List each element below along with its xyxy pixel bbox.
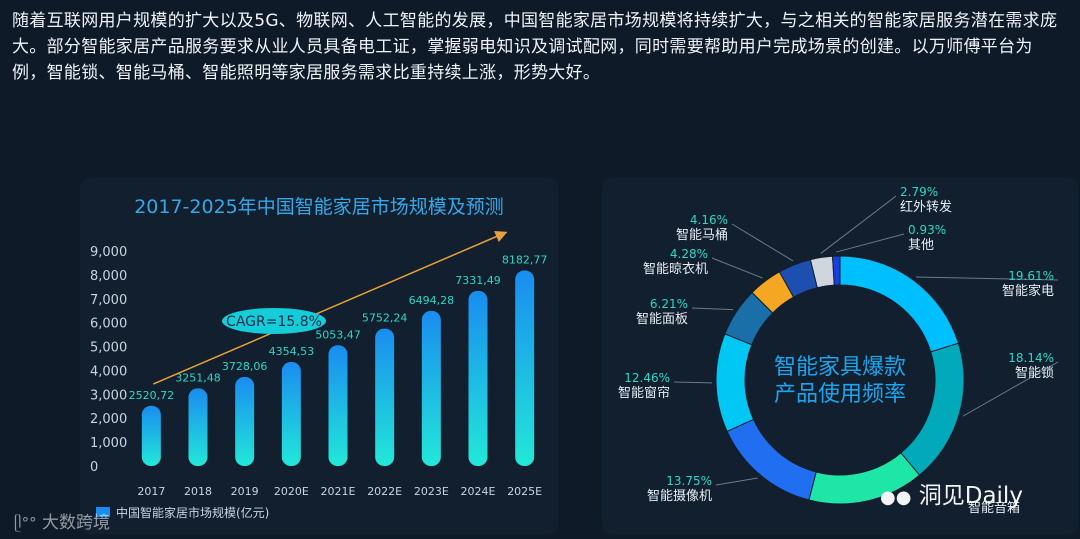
bar-2021E <box>328 345 348 466</box>
data-label: 4354,53 <box>269 345 315 358</box>
slice-label: 其他 <box>908 238 934 253</box>
bar-2023E <box>421 310 441 466</box>
cagr-badge <box>222 308 326 334</box>
x-tick-label: 2017 <box>137 485 165 498</box>
leader-line <box>836 233 905 253</box>
slice-pct: 4.16% <box>690 213 728 227</box>
bar-2018 <box>188 388 208 466</box>
slice-label: 智能窗帘 <box>618 385 670 401</box>
leader-line <box>715 477 758 486</box>
chart-title: 2017-2025年中国智能家居市场规模及预测 <box>134 196 504 218</box>
leader-line <box>673 381 713 384</box>
donut-center-text: 智能家具爆款 <box>774 355 906 380</box>
watermark-right: ●● 洞见Daily <box>880 476 1023 510</box>
slice-pct: 0.93% <box>908 223 946 237</box>
slice-pct: 6.21% <box>650 297 688 311</box>
leader-line <box>820 195 897 254</box>
slice-pct: 13.75% <box>666 474 712 488</box>
y-tick-label: 3,000 <box>90 388 127 403</box>
slice-label: 智能马桶 <box>676 228 728 243</box>
x-tick-label: 2021E <box>321 485 356 498</box>
market-size-chart-panel: 2017-2025年中国智能家居市场规模及预测 0 1,000 2,000 3,000… <box>80 178 558 534</box>
donut-center-text: 产品使用频率 <box>774 382 906 407</box>
watermark-left-text: 大数跨境 <box>41 513 110 533</box>
slice-智能窗帘 <box>715 333 755 432</box>
slice-label: 智能音箱 <box>968 500 1020 516</box>
watermark-left: ᥫ°° 大数跨境 <box>14 508 110 533</box>
slice-pct: 12.46% <box>624 371 670 385</box>
x-tick-label: 2020E <box>274 485 309 498</box>
y-tick-label: 9,000 <box>90 245 127 260</box>
slice-智能家电 <box>839 255 960 353</box>
slice-pct: 19.61% <box>1008 269 1054 283</box>
legend-label: 中国智能家居市场规模(亿元) <box>116 505 269 520</box>
leader-line <box>711 257 763 279</box>
data-label: 5053,47 <box>315 328 361 341</box>
trend-arrow <box>153 231 508 385</box>
slice-其他 <box>832 255 841 286</box>
slice-label: 智能摄像机 <box>647 489 712 504</box>
wechat-icon: ●● <box>880 487 912 508</box>
leader-line <box>962 361 1059 417</box>
bar-2019 <box>235 376 255 466</box>
y-tick-label: 0 <box>90 460 98 475</box>
legend-swatch <box>96 507 110 517</box>
y-tick-label: 7,000 <box>90 293 127 308</box>
y-tick-label: 8,000 <box>90 269 127 284</box>
leader-line <box>691 307 734 311</box>
data-label: 6494,28 <box>409 294 455 307</box>
bar-2022E <box>375 328 395 466</box>
slice-label: 智能面板 <box>636 312 688 327</box>
bar-2024E <box>468 290 488 466</box>
y-tick-label: 1,000 <box>90 436 127 451</box>
bar-2020E <box>281 361 301 466</box>
data-label: 8182,77 <box>502 254 547 267</box>
market-size-bar-chart: 0 1,000 2,000 3,000 4,000 5,000 6,000 7,000 8,00… <box>90 231 547 520</box>
y-tick-label: 2,000 <box>90 412 127 427</box>
x-tick-label: 2024E <box>461 485 496 498</box>
watermark-right-text: 洞见Daily <box>918 483 1023 509</box>
slice-pct: 18.14% <box>1008 351 1054 365</box>
x-tick-label: 2022E <box>367 485 402 498</box>
slice-label: 智能晾衣机 <box>643 261 708 277</box>
bar-2025E <box>515 270 535 466</box>
leader-line <box>731 223 794 262</box>
cagr-annotation: CAGR=15.8% <box>226 314 322 330</box>
logo-icon: ᥫ°° <box>14 514 37 532</box>
x-tick-label: 2019 <box>231 485 259 498</box>
slice-pct: 2.79% <box>900 185 938 199</box>
x-tick-label: 2018 <box>184 485 212 498</box>
slice-智能摄像机 <box>726 418 817 501</box>
x-tick-label: 2025E <box>507 485 542 498</box>
data-label: 2520,72 <box>129 389 175 402</box>
data-label: 3251,48 <box>175 371 221 384</box>
slice-label: 智能家电 <box>1002 283 1054 299</box>
y-tick-label: 4,000 <box>90 364 127 379</box>
product-frequency-chart-panel: 19.61% 智能家电 18.14% 智能锁智能音箱 13.75% 智能摄像机 12.46%… <box>602 178 1078 534</box>
bar-2017 <box>141 405 161 466</box>
slice-pct: 4.28% <box>670 247 708 261</box>
y-tick-label: 6,000 <box>90 317 127 332</box>
slice-label: 红外转发 <box>900 199 952 215</box>
data-label: 7331,49 <box>455 274 501 287</box>
data-label: 3728,06 <box>222 360 268 373</box>
slice-智能锁 <box>900 342 965 476</box>
intro-paragraph: 随着互联网用户规模的扩大以及5G、物联网、人工智能的发展，中国智能家居市场规模将… <box>12 11 1058 83</box>
slice-label: 智能锁 <box>1015 365 1054 381</box>
y-tick-label: 5,000 <box>90 341 127 356</box>
x-tick-label: 2023E <box>414 485 449 498</box>
leader-line <box>915 276 1059 281</box>
data-label: 5752,24 <box>362 312 408 325</box>
